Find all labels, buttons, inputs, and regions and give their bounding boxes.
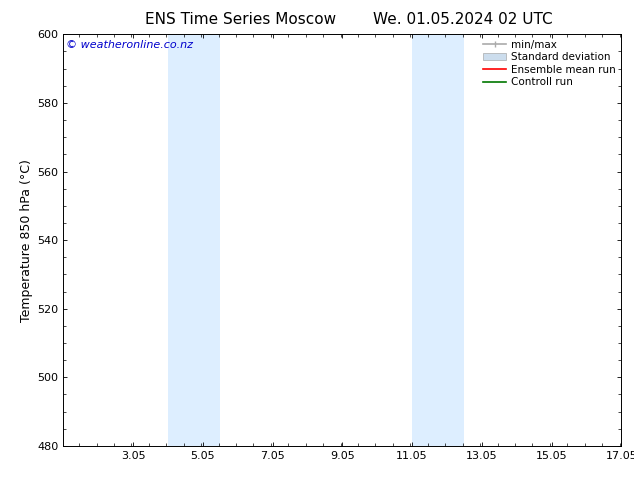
Legend: min/max, Standard deviation, Ensemble mean run, Controll run: min/max, Standard deviation, Ensemble me… (481, 37, 618, 89)
Text: ENS Time Series Moscow: ENS Time Series Moscow (145, 12, 337, 27)
Bar (412, 34, 464, 446)
Y-axis label: Temperature 850 hPa (°C): Temperature 850 hPa (°C) (20, 159, 33, 321)
Text: We. 01.05.2024 02 UTC: We. 01.05.2024 02 UTC (373, 12, 553, 27)
Text: © weatheronline.co.nz: © weatheronline.co.nz (66, 41, 193, 50)
Bar (168, 34, 221, 446)
